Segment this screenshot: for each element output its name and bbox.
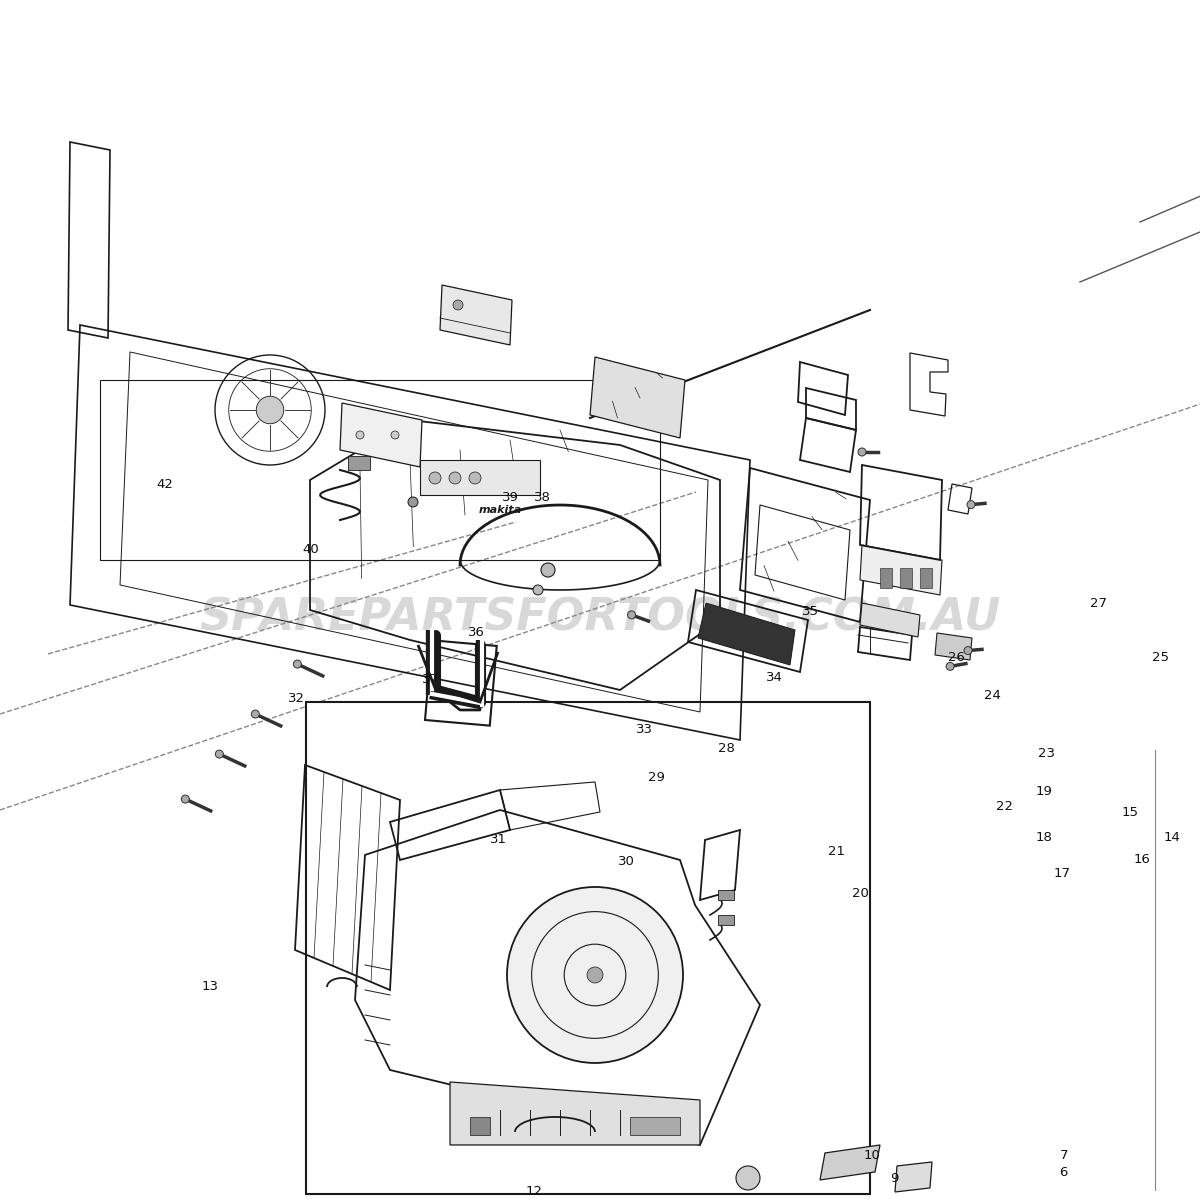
Polygon shape (935, 632, 972, 660)
Text: 14: 14 (1164, 832, 1181, 844)
Polygon shape (450, 1082, 700, 1145)
Text: 24: 24 (984, 690, 1001, 702)
Circle shape (628, 611, 636, 619)
Bar (348, 456, 370, 470)
Text: 30: 30 (618, 856, 635, 868)
Circle shape (356, 431, 364, 439)
Polygon shape (590, 356, 685, 438)
Text: 40: 40 (302, 544, 319, 556)
Text: 16: 16 (1134, 853, 1151, 865)
Text: 13: 13 (202, 980, 218, 992)
Polygon shape (820, 1145, 880, 1180)
Polygon shape (340, 403, 422, 467)
Circle shape (293, 660, 301, 668)
Text: 32: 32 (288, 692, 305, 704)
Text: 31: 31 (490, 834, 506, 846)
Circle shape (391, 431, 400, 439)
Bar (718, 914, 734, 925)
Text: 27: 27 (1090, 598, 1106, 610)
Text: 29: 29 (648, 772, 665, 784)
Text: 22: 22 (996, 800, 1013, 812)
Circle shape (181, 796, 190, 803)
Text: 28: 28 (718, 743, 734, 755)
Circle shape (946, 662, 954, 671)
Text: 38: 38 (534, 492, 551, 504)
Circle shape (508, 887, 683, 1063)
Text: 37: 37 (422, 673, 439, 685)
Circle shape (541, 563, 556, 577)
Polygon shape (698, 602, 794, 665)
Bar (880, 568, 892, 588)
Circle shape (215, 750, 223, 758)
Polygon shape (895, 1162, 932, 1192)
Bar (630, 1117, 680, 1135)
Circle shape (430, 472, 442, 484)
Text: 6: 6 (1060, 1166, 1068, 1178)
Text: 10: 10 (864, 1150, 881, 1162)
Bar (420, 460, 540, 494)
Text: 21: 21 (828, 846, 845, 858)
Bar (920, 568, 932, 588)
Circle shape (858, 448, 866, 456)
Text: 23: 23 (1038, 748, 1055, 760)
Text: SPAREPARTSFORTOOLS.COM.AU: SPAREPARTSFORTOOLS.COM.AU (199, 596, 1001, 640)
Bar (718, 890, 734, 900)
Text: 20: 20 (852, 888, 869, 900)
Text: 34: 34 (766, 672, 782, 684)
Text: 12: 12 (526, 1186, 542, 1198)
Text: 19: 19 (1036, 786, 1052, 798)
Circle shape (964, 647, 972, 654)
Circle shape (469, 472, 481, 484)
Text: makita: makita (479, 505, 522, 515)
Bar (900, 568, 912, 588)
Circle shape (408, 497, 418, 506)
Circle shape (967, 500, 976, 509)
Text: 39: 39 (502, 492, 518, 504)
Text: 7: 7 (1060, 1150, 1068, 1162)
Circle shape (454, 300, 463, 310)
Polygon shape (440, 284, 512, 344)
Text: 26: 26 (948, 652, 965, 664)
Bar (470, 1117, 490, 1135)
Text: 42: 42 (156, 479, 173, 491)
Polygon shape (860, 602, 920, 637)
Text: 36: 36 (468, 626, 485, 638)
Circle shape (533, 584, 544, 595)
Text: 15: 15 (1122, 806, 1139, 818)
Circle shape (736, 1166, 760, 1190)
Circle shape (587, 967, 602, 983)
Text: 25: 25 (1152, 652, 1169, 664)
Text: 35: 35 (802, 606, 818, 618)
Text: 33: 33 (636, 724, 653, 736)
Text: 17: 17 (1054, 868, 1070, 880)
Bar (306, 702, 870, 1194)
Circle shape (257, 396, 283, 424)
Polygon shape (860, 545, 942, 595)
Text: 9: 9 (890, 1172, 899, 1184)
Bar (425, 641, 497, 726)
Text: 18: 18 (1036, 832, 1052, 844)
Circle shape (449, 472, 461, 484)
Bar (100, 380, 660, 560)
Circle shape (251, 710, 259, 718)
